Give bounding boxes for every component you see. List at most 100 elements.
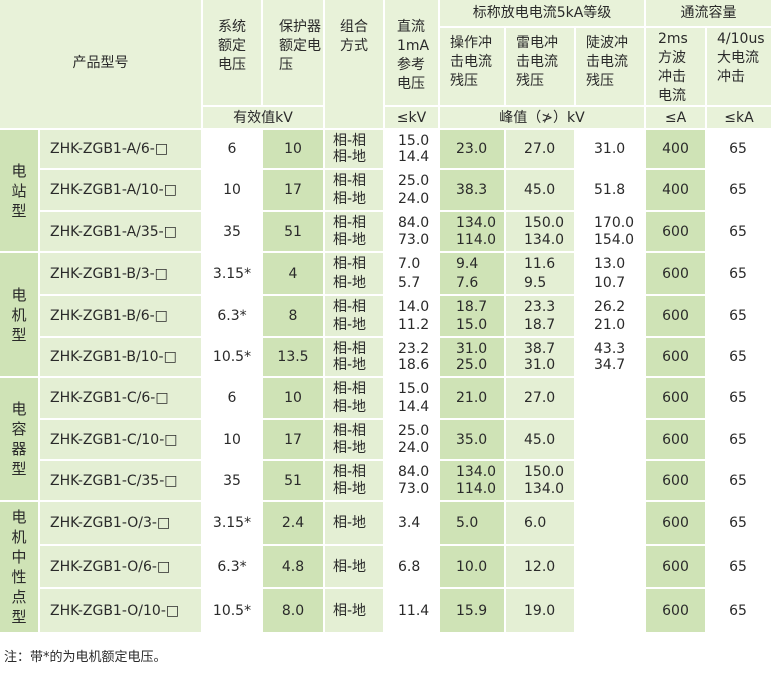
cell-sys: 3.15*: [203, 502, 261, 544]
residual-st-phase-ground: 10.7: [594, 275, 626, 291]
header-square-wave-label: 2ms方波冲击电流: [658, 31, 688, 104]
combo-phase-ground: 相-地: [333, 559, 367, 575]
residual-st-phase-ground: 21.0: [594, 317, 626, 333]
model-name: ZHK-ZGB1-C/6-□: [50, 390, 169, 406]
header-steep: 陡波冲击电流残压: [576, 28, 644, 105]
header-unit-ka: ≤kA: [707, 107, 771, 128]
residual-lt: 27.0: [524, 390, 556, 406]
combo-phase-ground: 相-地: [333, 191, 367, 207]
combo-phase-ground: 相-地: [333, 440, 367, 456]
cell-st: [576, 502, 644, 544]
residual-st-phase-ground: 154.0: [594, 232, 635, 248]
dc-value-phase-ground: 73.0: [398, 232, 430, 248]
cell-sq: 600: [646, 589, 705, 632]
cell-combo: 相-相 相-地: [325, 296, 383, 336]
cell-sq: 600: [646, 546, 705, 587]
combo-phase-ground: 相-地: [333, 399, 367, 415]
cell-dc: 6.8: [385, 546, 438, 587]
cell-sw: 5.0: [440, 502, 504, 544]
dc-value-phase-ground: 24.0: [398, 191, 430, 207]
cell-sq: 600: [646, 212, 705, 251]
header-lightning-label: 雷电冲击电流残压: [516, 35, 558, 89]
header-model-label: 产品型号: [72, 55, 129, 71]
value-hc: 65: [729, 390, 747, 406]
value-sys: 35: [223, 473, 241, 489]
cell-sw: 31.0 25.0: [440, 338, 504, 376]
cell-sys: 10: [203, 420, 261, 459]
cell-sq: 600: [646, 502, 705, 544]
cell-model: ZHK-ZGB1-A/35-□: [40, 212, 201, 251]
residual-lt: 19.0: [524, 603, 556, 619]
value-prot: 10: [284, 141, 302, 157]
residual-st-phase-phase: 13.0: [594, 256, 626, 272]
cell-sys: 10.5*: [203, 589, 261, 632]
residual-st-phase-phase: 26.2: [594, 299, 626, 315]
model-name: ZHK-ZGB1-B/6-□: [50, 308, 168, 324]
value-sys: 35: [223, 224, 241, 240]
value-sq: 400: [662, 141, 689, 157]
cell-hc: 65: [707, 253, 769, 294]
cell-combo: 相-地: [325, 589, 383, 632]
header-protected-voltage: 保护器额定电压: [263, 0, 323, 105]
dc-value: 6.8: [398, 559, 421, 575]
cell-hc: 65: [707, 420, 769, 459]
cell-sys: 10.5*: [203, 338, 261, 376]
header-square-wave: 2ms方波冲击电流: [646, 28, 705, 105]
model-name: ZHK-ZGB1-B/10-□: [50, 349, 177, 365]
cell-combo: 相-相 相-地: [325, 461, 383, 500]
cell-prot: 51: [263, 212, 323, 251]
dc-value-phase-ground: 14.4: [398, 149, 430, 165]
cell-model: ZHK-ZGB1-O/3-□: [40, 502, 201, 544]
cell-lt: 6.0: [506, 502, 574, 544]
header-high-current-label: 4/10us大电流冲击: [717, 31, 765, 85]
residual-sw-phase-ground: 114.0: [456, 481, 497, 497]
value-prot: 4: [288, 266, 298, 282]
residual-sw-phase-ground: 25.0: [456, 357, 488, 373]
header-combination: 组合方式: [325, 0, 383, 128]
cell-sq: 400: [646, 170, 705, 210]
cell-sw: 38.3: [440, 170, 504, 210]
cell-sw: 15.9: [440, 589, 504, 632]
combo-phase-phase: 相-相: [333, 215, 367, 231]
residual-sw-phase-phase: 134.0: [456, 215, 497, 231]
cell-sq: 400: [646, 130, 705, 168]
group-label: 电机型: [11, 285, 27, 344]
header-nominal-group: 标称放电电流5kA等级: [440, 0, 644, 26]
cell-sw: 35.0: [440, 420, 504, 459]
cell-lt: 11.6 9.5: [506, 253, 574, 294]
cell-st: [576, 420, 644, 459]
cell-model: ZHK-ZGB1-O/6-□: [40, 546, 201, 587]
model-name: ZHK-ZGB1-O/3-□: [50, 515, 171, 531]
combo-phase-ground: 相-地: [333, 481, 367, 497]
cell-dc: 7.0 5.7: [385, 253, 438, 294]
cell-hc: 65: [707, 378, 769, 418]
cell-lt: 45.0: [506, 170, 574, 210]
cell-st: 26.2 21.0: [576, 296, 644, 336]
residual-sw: 10.0: [456, 559, 488, 575]
header-unit-dc-label: ≤kV: [396, 110, 427, 126]
value-sq: 600: [662, 308, 689, 324]
cell-st: [576, 589, 644, 632]
header-switching: 操作冲击电流残压: [440, 28, 504, 105]
header-lightning: 雷电冲击电流残压: [506, 28, 574, 105]
residual-sw-phase-phase: 18.7: [456, 299, 488, 315]
cell-prot: 2.4: [263, 502, 323, 544]
value-hc: 65: [729, 266, 747, 282]
value-sys: 10: [223, 432, 241, 448]
combo-phase-phase: 相-相: [333, 341, 367, 357]
cell-prot: 17: [263, 420, 323, 459]
value-sys: 6.3*: [217, 559, 247, 575]
cell-sys: 6.3*: [203, 296, 261, 336]
value-hc: 65: [729, 603, 747, 619]
cell-combo: 相-相 相-地: [325, 130, 383, 168]
group-label: 电站型: [11, 161, 27, 220]
value-hc: 65: [729, 308, 747, 324]
value-sq: 600: [662, 390, 689, 406]
cell-model: ZHK-ZGB1-A/10-□: [40, 170, 201, 210]
value-prot: 13.5: [277, 349, 309, 365]
residual-lt-phase-ground: 31.0: [524, 357, 556, 373]
value-hc: 65: [729, 141, 747, 157]
dc-value-phase-ground: 5.7: [398, 275, 421, 291]
combo-phase-ground: 相-地: [333, 149, 367, 165]
